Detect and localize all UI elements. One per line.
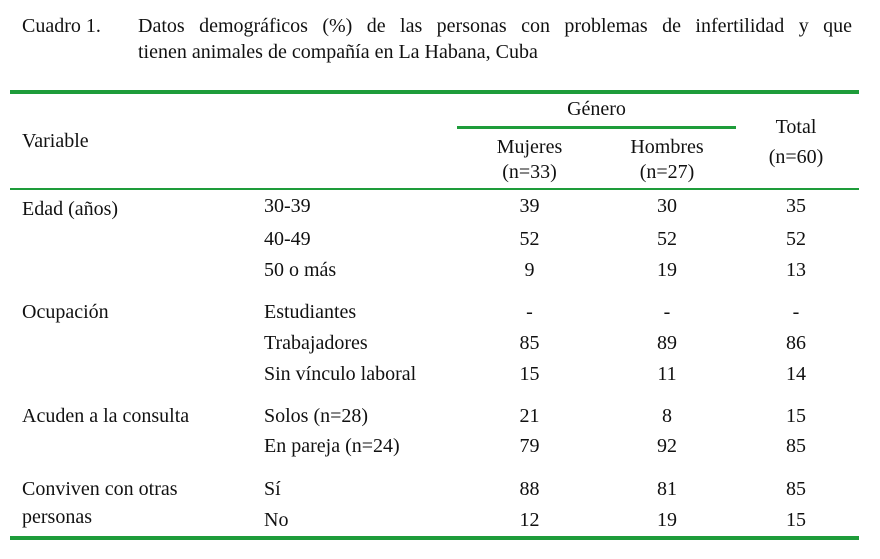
cell-total: - bbox=[792, 301, 800, 323]
row-category: Solos (n=28) bbox=[264, 405, 369, 427]
row-category: En pareja (n=24) bbox=[264, 435, 400, 457]
header-hombres: Hombres bbox=[630, 136, 704, 158]
row-category: 40-49 bbox=[264, 228, 311, 250]
cell-hombres: 81 bbox=[657, 478, 677, 500]
cell-hombres: 11 bbox=[657, 363, 677, 385]
cell-total: 15 bbox=[786, 405, 806, 427]
row-category: Trabajadores bbox=[264, 332, 368, 354]
cell-total: 13 bbox=[786, 259, 806, 281]
row-category: Sí bbox=[264, 478, 281, 500]
cell-total: 86 bbox=[786, 332, 806, 354]
cell-hombres: 8 bbox=[662, 405, 672, 427]
header-rule bbox=[10, 188, 859, 190]
caption-label: Cuadro 1. bbox=[22, 15, 101, 37]
row-category: No bbox=[264, 509, 289, 531]
row-category: Estudiantes bbox=[264, 301, 357, 323]
caption-line-2: tienen animales de compañía en La Habana… bbox=[138, 41, 538, 63]
group-label-ocupacion: Ocupación bbox=[22, 301, 109, 323]
group-label-conviven-line-2: personas bbox=[22, 506, 92, 528]
group-label-conviven-line-1: Conviven con otras bbox=[22, 478, 178, 500]
header-variable: Variable bbox=[22, 130, 89, 152]
genero-rule bbox=[457, 126, 736, 129]
cell-hombres: - bbox=[663, 301, 671, 323]
group-label-acuden: Acuden a la consulta bbox=[22, 405, 190, 427]
cell-mujeres: 79 bbox=[519, 435, 540, 457]
header-mujeres: Mujeres bbox=[496, 136, 563, 158]
cell-mujeres: 39 bbox=[519, 195, 540, 217]
bottom-rule bbox=[10, 536, 859, 540]
cell-hombres: 52 bbox=[657, 228, 677, 250]
row-category: Sin vínculo laboral bbox=[264, 363, 417, 385]
caption-line-1: Datos demográficos (%) de las personas c… bbox=[138, 15, 852, 37]
cell-total: 14 bbox=[786, 363, 806, 385]
cell-hombres: 19 bbox=[657, 259, 677, 281]
header-total-n: (n=60) bbox=[768, 146, 824, 168]
header-hombres-n: (n=27) bbox=[639, 161, 695, 183]
header-total: Total bbox=[775, 116, 817, 138]
header-genero: Género bbox=[567, 98, 626, 120]
cell-hombres: 19 bbox=[657, 509, 677, 531]
cell-mujeres: 9 bbox=[524, 259, 535, 281]
cell-total: 85 bbox=[786, 435, 806, 457]
cell-hombres: 30 bbox=[657, 195, 677, 217]
cell-hombres: 89 bbox=[657, 332, 677, 354]
cell-mujeres: 88 bbox=[519, 478, 540, 500]
cell-mujeres: 12 bbox=[519, 509, 540, 531]
row-category: 30-39 bbox=[264, 195, 311, 217]
cell-total: 85 bbox=[786, 478, 806, 500]
cell-total: 15 bbox=[786, 509, 806, 531]
cell-mujeres: - bbox=[526, 301, 533, 323]
cell-mujeres: 15 bbox=[519, 363, 540, 385]
cell-total: 52 bbox=[786, 228, 806, 250]
header-mujeres-n: (n=33) bbox=[502, 161, 557, 183]
top-rule bbox=[10, 90, 859, 94]
cell-mujeres: 85 bbox=[519, 332, 540, 354]
cell-total: 35 bbox=[786, 195, 806, 217]
row-category: 50 o más bbox=[264, 259, 337, 281]
group-label-edad: Edad (años) bbox=[22, 198, 119, 220]
cell-mujeres: 21 bbox=[519, 405, 540, 427]
cell-hombres: 92 bbox=[657, 435, 677, 457]
cell-mujeres: 52 bbox=[519, 228, 540, 250]
